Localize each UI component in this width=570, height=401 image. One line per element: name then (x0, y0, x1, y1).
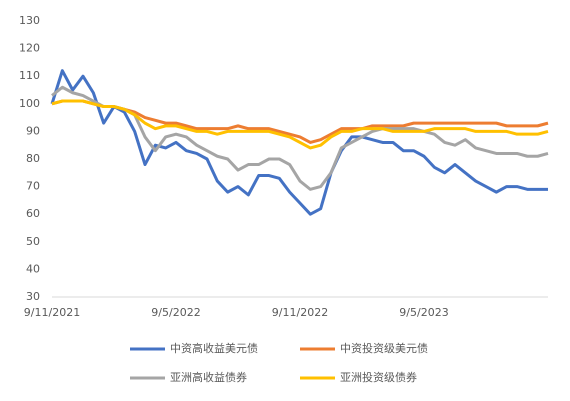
y-tick-label: 30 (26, 290, 40, 303)
y-tick-label: 70 (26, 180, 40, 193)
y-tick-label: 130 (19, 14, 40, 27)
legend-label: 中资投资级美元债 (340, 341, 428, 355)
y-tick-label: 120 (19, 42, 40, 55)
x-tick-label: 9/5/2023 (399, 306, 448, 319)
y-tick-label: 100 (19, 97, 40, 110)
y-tick-label: 110 (19, 69, 40, 82)
y-tick-label: 90 (26, 124, 40, 137)
y-tick-label: 80 (26, 152, 40, 165)
line-series (50, 69, 548, 216)
legend-label: 中资高收益美元债 (170, 341, 258, 355)
line-series (51, 99, 549, 150)
y-tick-label: 60 (26, 207, 40, 220)
line-series (51, 99, 549, 144)
legend-label: 亚洲高收益债券 (170, 370, 247, 384)
y-tick-label: 50 (26, 235, 40, 248)
y-tick-label: 40 (26, 262, 40, 275)
x-tick-label: 9/11/2022 (272, 306, 328, 319)
legend-label: 亚洲投资级债券 (340, 370, 417, 384)
x-tick-label: 9/11/2021 (24, 306, 80, 319)
x-tick-label: 9/5/2022 (151, 306, 200, 319)
